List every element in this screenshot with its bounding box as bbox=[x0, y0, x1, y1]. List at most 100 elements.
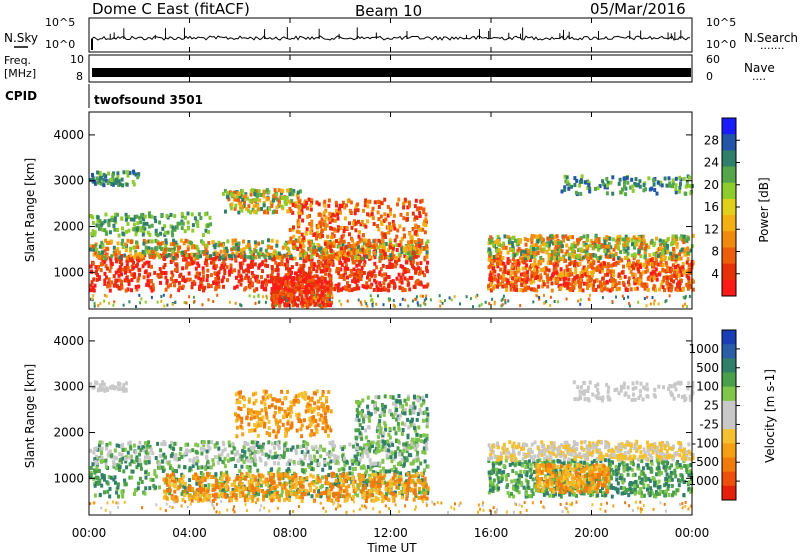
echo-cell bbox=[422, 210, 426, 214]
echo-cell bbox=[676, 284, 680, 289]
echo-cell bbox=[275, 192, 279, 197]
echo-cell bbox=[395, 234, 399, 239]
echo-cell bbox=[148, 232, 152, 237]
echo-cell bbox=[121, 245, 125, 250]
echo-cell bbox=[375, 302, 378, 306]
echo-cell bbox=[161, 465, 165, 470]
echo-cell bbox=[245, 471, 249, 476]
echo-cell bbox=[379, 200, 383, 205]
echo-cell bbox=[564, 252, 568, 257]
echo-cell bbox=[530, 236, 534, 241]
echo-cell bbox=[335, 203, 338, 208]
echo-cell bbox=[570, 184, 574, 189]
echo-cell bbox=[640, 237, 644, 242]
echo-cell bbox=[103, 271, 107, 276]
echo-cell bbox=[120, 284, 124, 289]
echo-cell bbox=[303, 301, 307, 306]
echo-cell bbox=[589, 293, 591, 297]
echo-cell bbox=[247, 242, 250, 247]
echo-cell bbox=[540, 240, 544, 245]
echo-cell bbox=[257, 478, 261, 483]
echo-cell bbox=[385, 265, 389, 269]
echo-cell bbox=[492, 266, 495, 271]
y-tick-label: 1000 bbox=[53, 265, 84, 279]
echo-cell bbox=[241, 197, 245, 202]
echo-cell bbox=[387, 255, 391, 260]
echo-cell bbox=[251, 274, 255, 279]
echo-cell bbox=[248, 277, 252, 282]
echo-cell bbox=[386, 213, 390, 218]
echo-cell bbox=[635, 286, 639, 291]
echo-cell bbox=[573, 263, 576, 268]
echo-cell bbox=[638, 278, 642, 283]
echo-cell bbox=[269, 200, 273, 205]
echo-cell bbox=[248, 255, 252, 260]
echo-cell bbox=[314, 298, 317, 302]
echo-cell bbox=[206, 274, 210, 278]
echo-cell bbox=[120, 241, 124, 246]
echo-cell bbox=[581, 268, 584, 273]
echo-cell bbox=[484, 300, 487, 304]
echo-cell bbox=[352, 272, 356, 277]
echo-cell bbox=[570, 245, 574, 250]
echo-cell bbox=[347, 198, 351, 203]
echo-cell bbox=[172, 256, 176, 260]
echo-cell bbox=[283, 196, 287, 200]
echo-cell bbox=[612, 237, 615, 242]
echo-cell bbox=[271, 474, 275, 479]
echo-cell bbox=[496, 251, 500, 256]
echo-cell bbox=[150, 288, 154, 293]
echo-cell bbox=[318, 304, 321, 308]
echo-cell bbox=[270, 238, 274, 243]
echo-cell bbox=[637, 269, 641, 274]
echo-cell bbox=[517, 247, 521, 251]
echo-cell bbox=[406, 246, 410, 251]
echo-cell bbox=[96, 215, 100, 220]
echo-cell bbox=[532, 300, 535, 304]
echo-cell bbox=[90, 244, 93, 249]
echo-cell bbox=[426, 491, 430, 496]
echo-cell bbox=[154, 485, 158, 490]
echo-cell bbox=[346, 251, 350, 256]
echo-cell bbox=[290, 270, 293, 275]
echo-cell bbox=[575, 253, 579, 258]
echo-cell bbox=[213, 487, 217, 492]
echo-cell bbox=[424, 223, 428, 228]
echo-cell bbox=[403, 276, 407, 281]
echo-cell bbox=[207, 241, 211, 245]
echo-cell bbox=[142, 275, 146, 280]
echo-cell bbox=[355, 247, 359, 252]
echo-cell bbox=[253, 262, 257, 267]
freq-right-tick-bottom: 0 bbox=[706, 70, 713, 83]
echo-cell bbox=[609, 180, 613, 185]
echo-cell bbox=[302, 235, 306, 240]
echo-cell bbox=[329, 291, 333, 296]
echo-cell bbox=[610, 263, 614, 268]
echo-cell bbox=[234, 238, 238, 243]
echo-cell bbox=[620, 258, 624, 263]
echo-cell bbox=[186, 247, 190, 252]
echo-cell bbox=[492, 277, 496, 282]
echo-cell bbox=[145, 260, 149, 265]
echo-cell bbox=[340, 204, 344, 209]
echo-cell bbox=[165, 473, 169, 478]
echo-cell bbox=[493, 300, 496, 304]
echo-cell bbox=[346, 266, 350, 271]
echo-cell bbox=[393, 490, 397, 495]
echo-cell bbox=[217, 276, 221, 281]
echo-cell bbox=[205, 475, 209, 480]
echo-cell bbox=[382, 476, 386, 480]
echo-cell bbox=[305, 304, 309, 309]
echo-cell bbox=[403, 288, 407, 293]
echo-cell bbox=[310, 291, 314, 296]
echo-cell bbox=[114, 466, 118, 471]
echo-cell bbox=[305, 256, 309, 261]
echo-cell bbox=[140, 212, 144, 217]
echo-cell bbox=[300, 298, 304, 303]
echo-cell bbox=[642, 188, 646, 193]
echo-cell bbox=[182, 241, 186, 246]
echo-cell bbox=[679, 256, 683, 261]
echo-cell bbox=[351, 467, 355, 471]
echo-cell bbox=[334, 208, 338, 213]
echo-cell bbox=[280, 262, 284, 267]
